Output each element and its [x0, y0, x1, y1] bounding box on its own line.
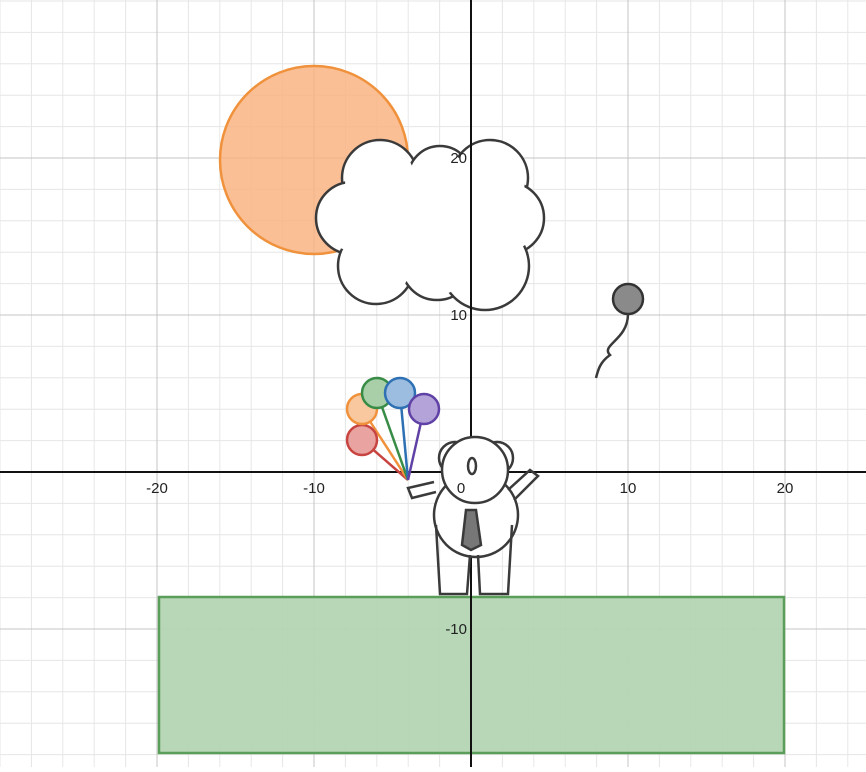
y-tick-label: -10 [445, 621, 467, 638]
graph: -20 -10 0 10 20 -10 10 20 [0, 0, 866, 767]
grey-balloon [596, 284, 643, 378]
x-tick-label: 10 [620, 480, 637, 497]
balloons [347, 378, 439, 480]
page: {"axes": {"xticks": [-20, -10, 0, 10, 20… [0, 0, 866, 767]
x-tick-label: -10 [303, 480, 325, 497]
x-tick-label: 20 [777, 480, 794, 497]
x-tick-label: 0 [457, 480, 465, 497]
y-tick-label: 10 [450, 307, 467, 324]
bear [408, 437, 538, 594]
x-tick-label: -20 [146, 480, 168, 497]
cloud [316, 140, 544, 310]
y-tick-label: 20 [450, 150, 467, 167]
